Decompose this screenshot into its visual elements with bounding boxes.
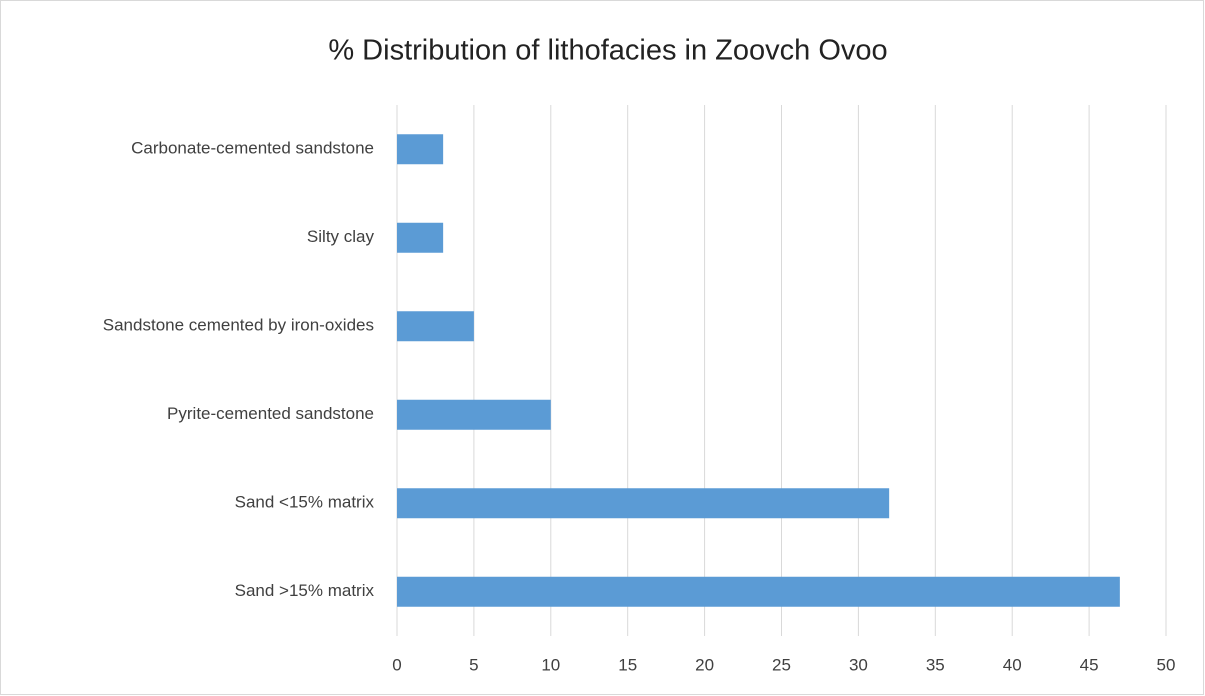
bar (397, 576, 1120, 607)
x-tick-label: 45 (1080, 655, 1099, 674)
x-tick-label: 0 (392, 655, 401, 674)
x-tick-label: 35 (926, 655, 945, 674)
x-tick-label: 40 (1003, 655, 1022, 674)
x-tick-label: 20 (695, 655, 714, 674)
x-tick-label: 15 (618, 655, 637, 674)
x-tick-label: 10 (541, 655, 560, 674)
y-tick-label: Sand <15% matrix (235, 493, 375, 512)
chart-title: % Distribution of lithofacies in Zoovch … (328, 35, 887, 67)
y-tick-label: Sandstone cemented by iron-oxides (103, 316, 374, 335)
bar (397, 134, 444, 165)
bar (397, 311, 474, 342)
x-tick-label: 30 (849, 655, 868, 674)
bar (397, 222, 444, 253)
x-tick-label: 5 (469, 655, 478, 674)
x-tick-label: 50 (1157, 655, 1176, 674)
bar (397, 488, 890, 519)
y-tick-label: Sand >15% matrix (235, 581, 375, 600)
x-tick-label: 25 (772, 655, 791, 674)
bar (397, 399, 551, 430)
y-tick-label: Carbonate-cemented sandstone (131, 139, 374, 158)
y-tick-label: Silty clay (307, 227, 375, 246)
y-tick-label: Pyrite-cemented sandstone (167, 404, 374, 423)
